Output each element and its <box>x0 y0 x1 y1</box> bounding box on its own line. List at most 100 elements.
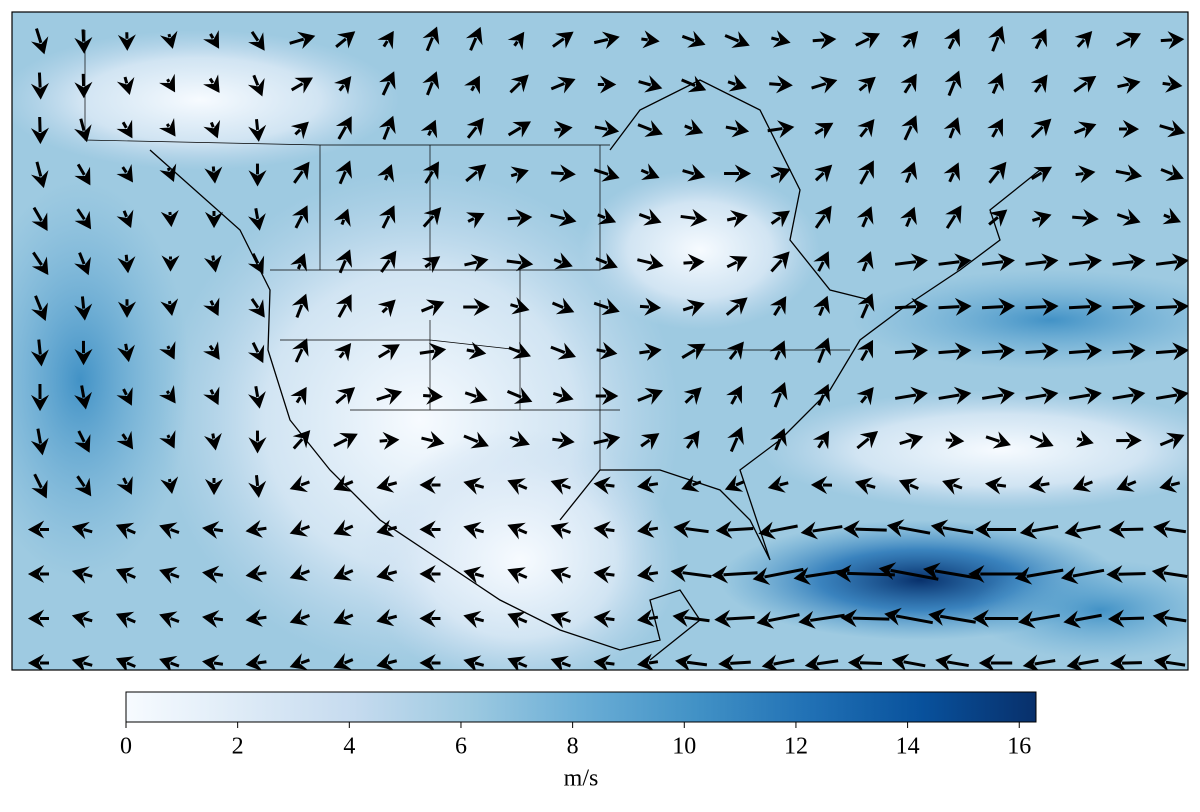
wind-arrow <box>840 609 890 628</box>
wind-arrow <box>1159 432 1185 450</box>
wind-arrow <box>550 477 571 495</box>
wind-arrow <box>1155 386 1188 405</box>
wind-arrow <box>714 609 755 628</box>
wind-arrow <box>1112 253 1146 272</box>
wind-arrow <box>684 118 704 136</box>
wind-arrow <box>1162 74 1183 93</box>
wind-arrow <box>422 161 440 184</box>
wind-arrow <box>675 653 708 670</box>
wind-arrow <box>637 519 659 538</box>
wind-arrow <box>289 475 310 493</box>
wind-arrow <box>333 475 354 492</box>
wind-arrow <box>938 342 972 361</box>
wind-arrow <box>894 386 928 405</box>
wind-arrow <box>507 656 528 670</box>
wind-arrow <box>637 608 659 627</box>
wind-arrow <box>159 118 176 137</box>
wind-arrow <box>335 31 356 49</box>
wind-arrow <box>202 521 224 540</box>
wind-arrow <box>552 31 574 49</box>
wind-arrow <box>159 73 176 93</box>
wind-arrow <box>726 255 748 273</box>
wind-arrow <box>900 73 917 94</box>
wind-arrow <box>334 76 352 95</box>
wind-arrow <box>289 31 316 50</box>
wind-arrow <box>74 296 93 321</box>
wind-arrow <box>463 477 485 495</box>
wind-arrow <box>943 162 960 183</box>
wind-arrow <box>1119 119 1140 138</box>
wind-arrow <box>981 253 1015 272</box>
wind-arrow <box>160 298 179 316</box>
wind-arrow <box>770 166 791 184</box>
wind-arrow <box>682 164 706 182</box>
wind-arrow <box>594 119 620 138</box>
wind-arrow <box>379 71 396 96</box>
wind-arrow <box>550 208 577 227</box>
wind-arrow <box>715 520 754 539</box>
wind-arrow <box>550 566 571 584</box>
wind-arrow <box>673 520 709 539</box>
wind-arrow <box>245 564 267 583</box>
wind-arrow <box>856 251 874 272</box>
wind-arrow <box>464 386 488 404</box>
wind-arrow <box>159 385 176 404</box>
wind-arrow <box>1106 565 1146 584</box>
wind-arrow <box>74 73 93 99</box>
wind-arrow <box>725 297 748 316</box>
wind-arrow <box>552 431 575 450</box>
colorbar-tick-label: 6 <box>455 734 467 760</box>
wind-arrow <box>894 253 928 272</box>
wind-arrow <box>422 207 442 228</box>
wind-arrow <box>115 567 136 584</box>
wind-arrow <box>159 522 180 540</box>
wind-arrow <box>421 431 445 449</box>
wind-arrow <box>857 76 876 95</box>
wind-arrow <box>638 75 663 93</box>
wind-arrow <box>682 430 700 449</box>
wind-arrow <box>116 209 134 229</box>
wind-arrow <box>938 297 972 316</box>
wind-arrow <box>978 653 1013 670</box>
wind-arrow <box>71 655 93 670</box>
wind-arrow <box>74 29 93 54</box>
wind-arrow <box>683 253 705 272</box>
wind-arrow <box>376 519 398 538</box>
wind-arrow <box>248 119 267 142</box>
wind-arrow <box>856 206 874 228</box>
wind-arrow <box>117 254 136 274</box>
wind-arrow <box>465 164 487 183</box>
wind-arrow <box>681 75 707 93</box>
wind-arrow <box>510 166 529 184</box>
wind-arrow <box>804 654 839 670</box>
wind-arrow <box>1110 654 1142 670</box>
wind-arrow <box>981 342 1016 361</box>
wind-arrow <box>289 564 310 582</box>
wind-arrow <box>247 342 265 364</box>
wind-arrow <box>376 608 398 627</box>
wind-arrow <box>30 161 49 189</box>
wind-arrow <box>463 521 485 540</box>
wind-arrow <box>116 476 133 495</box>
wind-arrow <box>379 431 400 450</box>
wind-arrow <box>292 161 310 184</box>
wind-arrow <box>1160 164 1184 182</box>
wind-arrow <box>377 164 395 183</box>
wind-arrow <box>507 611 528 629</box>
wind-arrow <box>419 342 447 361</box>
wind-arrow <box>159 611 180 629</box>
wind-arrow <box>377 30 394 50</box>
wind-arrow <box>507 567 528 584</box>
wind-arrow <box>724 475 745 492</box>
wind-arrow <box>812 430 830 450</box>
wind-arrow <box>204 477 224 496</box>
wind-arrow <box>857 339 874 362</box>
wind-arrow <box>672 609 710 627</box>
wind-arrow <box>1116 475 1137 492</box>
wind-arrow <box>248 475 267 498</box>
wind-arrow <box>245 519 267 538</box>
wind-arrow <box>813 251 830 272</box>
wind-arrow <box>376 475 398 493</box>
wind-arrow <box>942 477 963 495</box>
wind-arrow <box>115 611 136 629</box>
